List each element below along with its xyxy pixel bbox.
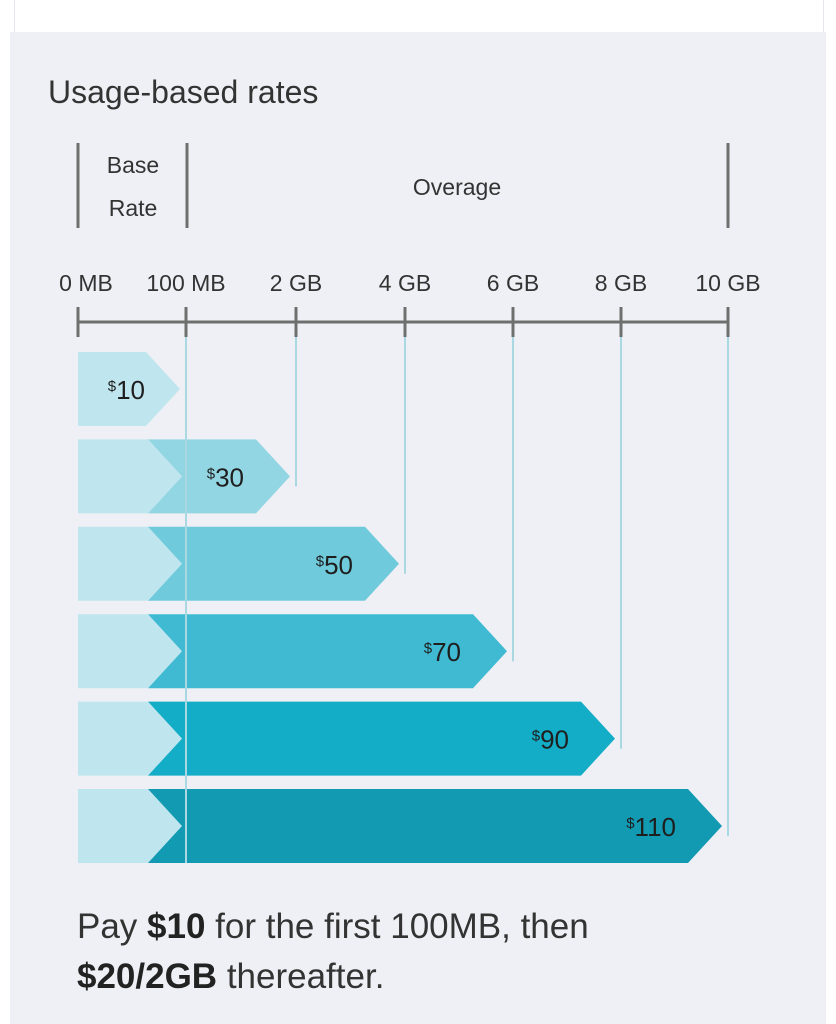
summary-suffix: thereafter. bbox=[217, 957, 385, 996]
bar-base-segment bbox=[78, 439, 182, 514]
bar-base-segment bbox=[78, 526, 182, 601]
base-rate-label-line2: Rate bbox=[109, 195, 158, 221]
bar-overage-segment bbox=[148, 614, 507, 689]
bar-overage-segment bbox=[148, 439, 290, 514]
bar-overage-segment bbox=[148, 526, 399, 601]
overage-label: Overage bbox=[413, 174, 501, 200]
summary-prefix: Pay bbox=[77, 907, 148, 946]
card-title: Usage-based rates bbox=[48, 74, 319, 110]
bar-base-segment bbox=[78, 701, 182, 776]
axis-tick-label: 10 GB bbox=[695, 270, 760, 296]
bar-price-label: $50 bbox=[316, 550, 353, 580]
bar-overage-segment bbox=[148, 789, 722, 863]
bar-price-label: $90 bbox=[532, 725, 569, 755]
bar-base-segment bbox=[78, 614, 182, 689]
axis-tick-label: 4 GB bbox=[379, 270, 431, 296]
bar-price-label: $30 bbox=[207, 462, 244, 492]
axis-tick-label: 8 GB bbox=[595, 270, 647, 296]
usage-rates-chart: Base Rate Overage 0 MB 100 MB 2 GB 4 GB 6 GB 8 G… bbox=[59, 143, 761, 863]
top-strip bbox=[14, 0, 824, 32]
bar-base-only bbox=[78, 352, 180, 426]
pricing-summary: Pay $10 for the first 100MB, then $20/2GB… bbox=[77, 902, 777, 1002]
bar-overage-segment bbox=[148, 701, 615, 776]
summary-middle: for the first 100MB, then bbox=[205, 907, 589, 946]
summary-base-price: $10 bbox=[147, 907, 206, 946]
base-rate-label-line1: Base bbox=[107, 152, 159, 178]
summary-overage-price: $20/2GB bbox=[77, 957, 218, 996]
bar-base-segment bbox=[78, 789, 182, 863]
axis-tick-label: 2 GB bbox=[270, 270, 322, 296]
axis-tick-label: 0 MB bbox=[59, 270, 113, 296]
bar-price-label: $10 bbox=[108, 375, 145, 405]
axis-tick-label: 6 GB bbox=[487, 270, 539, 296]
bar-price-label: $70 bbox=[424, 637, 461, 667]
axis-tick-label: 100 MB bbox=[146, 270, 225, 296]
bar-price-label: $110 bbox=[626, 812, 676, 842]
